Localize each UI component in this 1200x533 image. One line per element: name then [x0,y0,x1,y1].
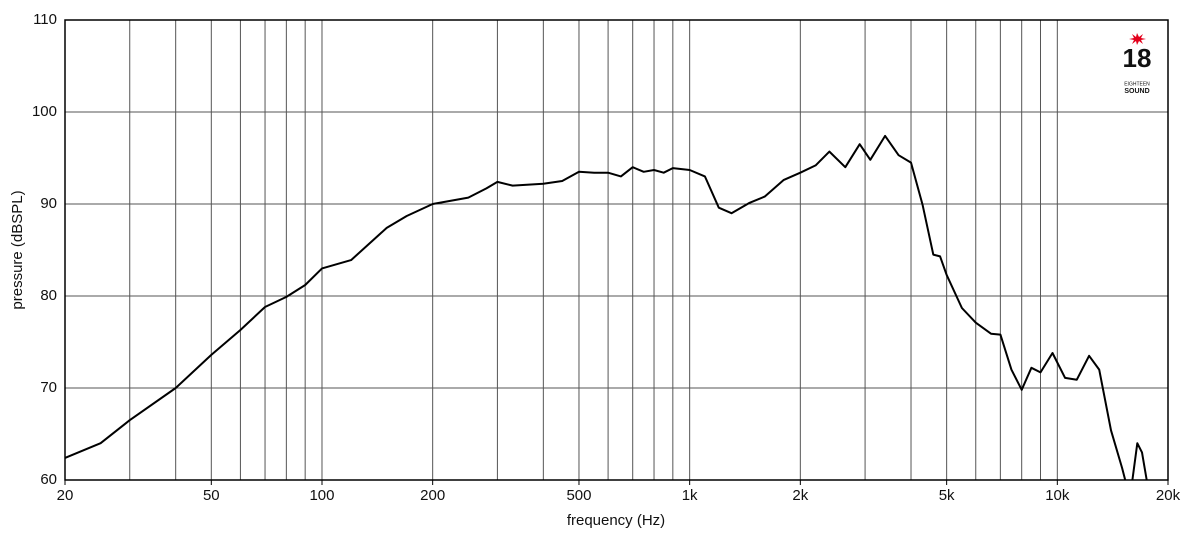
logo: 18 EIGHTEEN SOUND [1123,33,1152,95]
y-tick-label: 80 [40,287,57,304]
x-tick-label: 20k [1156,487,1181,504]
x-tick-label: 5k [939,487,955,504]
x-axis-label: frequency (Hz) [567,512,665,529]
y-axis-label: pressure (dBSPL) [9,190,26,309]
x-tick-label: 20 [57,487,74,504]
logo-text: SOUND [1124,88,1149,95]
x-tick-label: 100 [309,487,334,504]
y-tick-label: 100 [32,103,57,120]
x-tick-label: 200 [420,487,445,504]
y-tick-label: 70 [40,379,57,396]
y-tick-label: 110 [33,11,57,28]
y-tick-label: 90 [40,195,57,212]
y-tick-label: 60 [40,471,57,488]
x-tick-label: 500 [566,487,591,504]
logo-star [1129,33,1146,45]
x-tick-label: 10k [1045,487,1070,504]
x-tick-label: 1k [682,487,698,504]
response-curve [64,134,1148,481]
logo-number: 18 [1123,43,1152,73]
x-tick-label: 50 [203,487,220,504]
logo-text: EIGHTEEN [1124,81,1150,87]
plot-frame [64,19,1169,481]
x-tick-label: 2k [792,487,808,504]
